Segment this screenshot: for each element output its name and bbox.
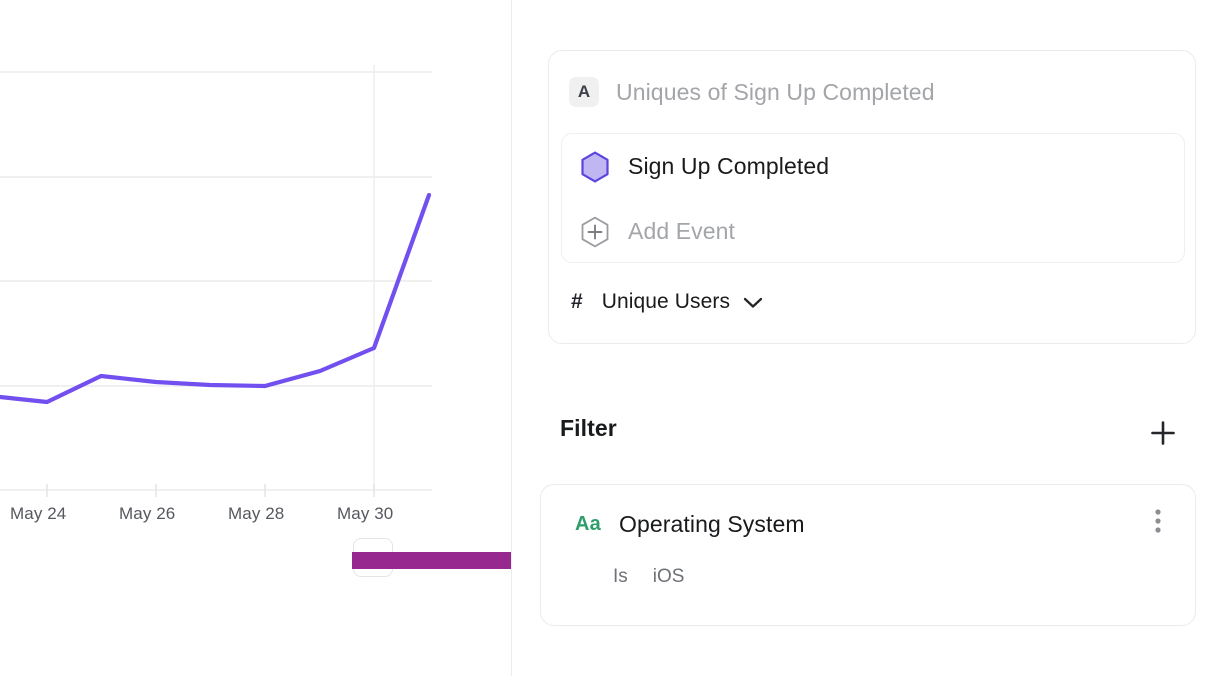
chart-gridlines-horizontal bbox=[0, 71, 432, 387]
control-panel: A Uniques of Sign Up Completed Sign Up C… bbox=[512, 0, 1218, 676]
event-item-sign-up-completed[interactable]: Sign Up Completed bbox=[562, 134, 1184, 199]
page-indicator-chip[interactable]: 1 bbox=[353, 538, 393, 577]
chart-x-ticks bbox=[46, 484, 375, 497]
add-filter-button[interactable] bbox=[1142, 412, 1184, 454]
chart-pane: May 24 May 26 May 28 May 30 1 bbox=[0, 0, 565, 676]
chevron-down-icon bbox=[743, 296, 763, 309]
add-event-label: Add Event bbox=[628, 218, 736, 244]
hexagon-filled-icon bbox=[581, 150, 609, 182]
text-type-icon: Aa bbox=[575, 512, 601, 535]
pane-divider bbox=[511, 0, 512, 676]
filter-property-name: Operating System bbox=[618, 510, 805, 537]
letter-a-badge-icon: A bbox=[569, 77, 599, 107]
x-tick-label-1: May 26 bbox=[119, 504, 176, 523]
hexagon-plus-icon bbox=[581, 216, 609, 247]
event-definition-card: A Uniques of Sign Up Completed Sign Up C… bbox=[548, 50, 1196, 344]
filter-operator: Is bbox=[613, 566, 628, 587]
line-chart[interactable] bbox=[0, 0, 512, 676]
filter-property-row[interactable]: Aa Operating System bbox=[541, 501, 1195, 547]
page-indicator-label: 1 bbox=[368, 549, 378, 566]
event-label: Sign Up Completed bbox=[628, 153, 830, 179]
more-vertical-icon bbox=[1155, 509, 1161, 533]
filter-heading: Filter bbox=[560, 415, 617, 441]
measure-selector[interactable]: # Unique Users bbox=[549, 273, 1195, 331]
plus-icon bbox=[1151, 421, 1175, 445]
filter-header: Filter bbox=[560, 415, 1184, 455]
metric-title: Uniques of Sign Up Completed bbox=[616, 78, 935, 105]
chart-series-line bbox=[0, 192, 432, 405]
filter-condition-row[interactable]: Is iOS bbox=[541, 557, 1195, 597]
filter-more-menu-button[interactable] bbox=[1141, 501, 1175, 541]
hash-icon: # bbox=[571, 290, 583, 313]
x-tick-label-2: May 28 bbox=[228, 504, 285, 523]
filter-value: iOS bbox=[652, 566, 685, 587]
measure-label: Unique Users bbox=[601, 290, 731, 313]
metric-title-row[interactable]: A Uniques of Sign Up Completed bbox=[549, 51, 1195, 133]
add-event-button[interactable]: Add Event bbox=[562, 199, 1184, 264]
x-tick-label-3: May 30 bbox=[337, 504, 394, 523]
x-tick-label-0: May 24 bbox=[10, 504, 67, 523]
events-list: Sign Up Completed Add Event bbox=[561, 133, 1185, 263]
filter-card[interactable]: Aa Operating System Is iOS bbox=[540, 484, 1196, 626]
